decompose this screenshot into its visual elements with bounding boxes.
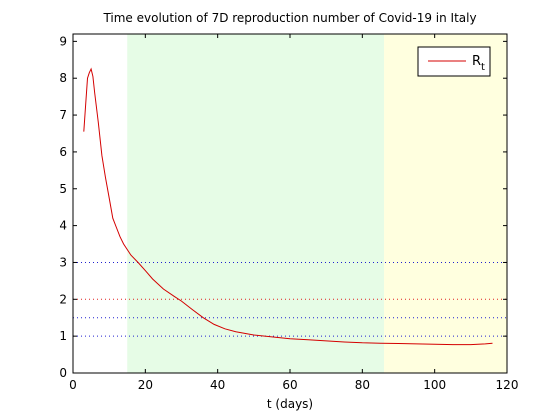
y-tick-label: 5	[59, 182, 67, 196]
y-tick-label: 1	[59, 329, 67, 343]
series-line-1	[83, 67, 493, 346]
reference-lines	[73, 261, 507, 337]
x-axis-ticks: 0 20 40 60 80 100 120	[69, 34, 518, 392]
shaded-region-1	[127, 34, 385, 373]
chart-title: Time evolution of 7D reproduction number…	[102, 11, 476, 25]
y-tick-label: 9	[59, 34, 67, 48]
shaded-regions	[127, 34, 507, 373]
y-tick-label: 4	[59, 219, 67, 233]
x-tick-label: 40	[210, 378, 225, 392]
series-group	[83, 67, 493, 346]
legend-label-subscript: t	[481, 62, 485, 73]
y-tick-label: 7	[59, 108, 67, 122]
x-tick-label: 120	[496, 378, 519, 392]
x-tick-label: 0	[69, 378, 77, 392]
x-tick-label: 80	[355, 378, 370, 392]
x-tick-label: 20	[138, 378, 153, 392]
legend: Rt	[417, 46, 491, 77]
x-axis-label: t (days)	[267, 397, 313, 411]
y-tick-label: 0	[59, 366, 67, 380]
y-tick-label: 6	[59, 145, 67, 159]
shaded-region-2	[384, 34, 507, 373]
y-tick-label: 8	[59, 71, 67, 85]
y-axis-ticks: 0 1 2 3 4 5 6 7 8 9	[59, 34, 507, 380]
legend-entry-label: Rt	[472, 54, 485, 73]
legend-label-base: R	[472, 54, 481, 69]
y-tick-label: 2	[59, 292, 67, 306]
y-tick-label: 3	[59, 255, 67, 269]
x-tick-label: 100	[423, 378, 446, 392]
x-tick-label: 60	[282, 378, 297, 392]
